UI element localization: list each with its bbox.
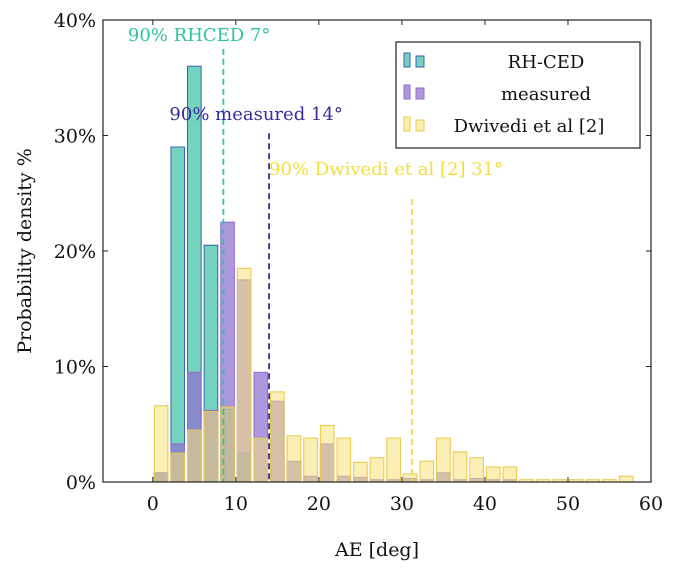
legend-items: RH-CED measured Dwivedi et al [2] (403, 52, 605, 137)
bar-2-16 (419, 460, 435, 483)
legend-swatch-2-b (415, 119, 425, 132)
x-tick-label-3: 30 (390, 493, 414, 515)
bar-2-7 (270, 391, 285, 483)
legend: RH-CED measured Dwivedi et al [2] (395, 41, 641, 149)
bar-2-3 (203, 411, 219, 483)
legend-swatch-2-a (403, 116, 411, 132)
bar-2-13 (369, 457, 385, 483)
bar-2-9 (303, 437, 318, 483)
legend-swatch-1-b (415, 87, 425, 100)
bar-2-10 (319, 424, 335, 483)
annotation-layer: 90% RHCED 7° 90% measured 14° 90% Dwivedi … (128, 25, 503, 180)
y-tick-label-1: 10% (54, 357, 96, 379)
legend-item-0: RH-CED (403, 52, 585, 73)
legend-swatch-0-a (403, 52, 411, 68)
x-tick-label-1: 10 (224, 493, 248, 515)
legend-item-1: measured (403, 84, 591, 105)
bar-2-18 (452, 451, 468, 483)
bar-2-15 (402, 473, 418, 483)
x-tick-label-5: 50 (556, 493, 580, 515)
x-tick-label-6: 60 (639, 493, 663, 515)
bar-2-20 (485, 466, 501, 483)
bar-2-19 (469, 457, 484, 483)
legend-label-0: RH-CED (508, 52, 585, 73)
legend-box (395, 41, 641, 149)
bar-2-8 (286, 435, 302, 483)
x-axis-title: AE [deg] (334, 539, 419, 561)
annotation-label-0: 90% RHCED 7° (128, 25, 271, 46)
x-tick-label-4: 40 (473, 493, 497, 515)
y-tick-label-4: 40% (54, 10, 96, 32)
bar-2-0 (153, 405, 169, 483)
bar-2-17 (436, 437, 451, 483)
x-tick-label-0: 0 (147, 493, 159, 515)
legend-swatch-0-b (415, 55, 425, 68)
bar-2-6 (253, 437, 269, 483)
y-tick-label-2: 20% (54, 241, 96, 263)
y-axis-title: Probability density % (14, 148, 36, 354)
legend-label-2: Dwivedi et al [2] (454, 116, 605, 137)
bar-2-5 (236, 267, 252, 483)
y-tick-label-0: 0% (66, 472, 96, 494)
bar-2-28 (618, 475, 634, 483)
annotation-label-1: 90% measured 14° (169, 104, 342, 125)
legend-swatch-1-a (403, 84, 411, 100)
y-tick-label-3: 30% (54, 126, 96, 148)
bar-2-21 (502, 466, 518, 483)
bar-2-11 (336, 437, 352, 483)
annotation-label-2: 90% Dwivedi et al [2] 31° (269, 159, 503, 180)
bar-2-1 (170, 452, 186, 483)
threshold-lines-layer (222, 48, 413, 482)
bar-2-14 (386, 437, 401, 483)
axis-ticks-layer: 0 10 20 30 40 50 60 0% 10% 20% 30% 40% (54, 10, 663, 515)
x-tick-label-2: 20 (307, 493, 331, 515)
legend-item-2: Dwivedi et al [2] (403, 116, 605, 137)
bar-2-12 (353, 461, 368, 483)
legend-label-1: measured (501, 84, 591, 105)
bar-0-1 (170, 146, 186, 483)
bar-2-2 (187, 429, 202, 483)
